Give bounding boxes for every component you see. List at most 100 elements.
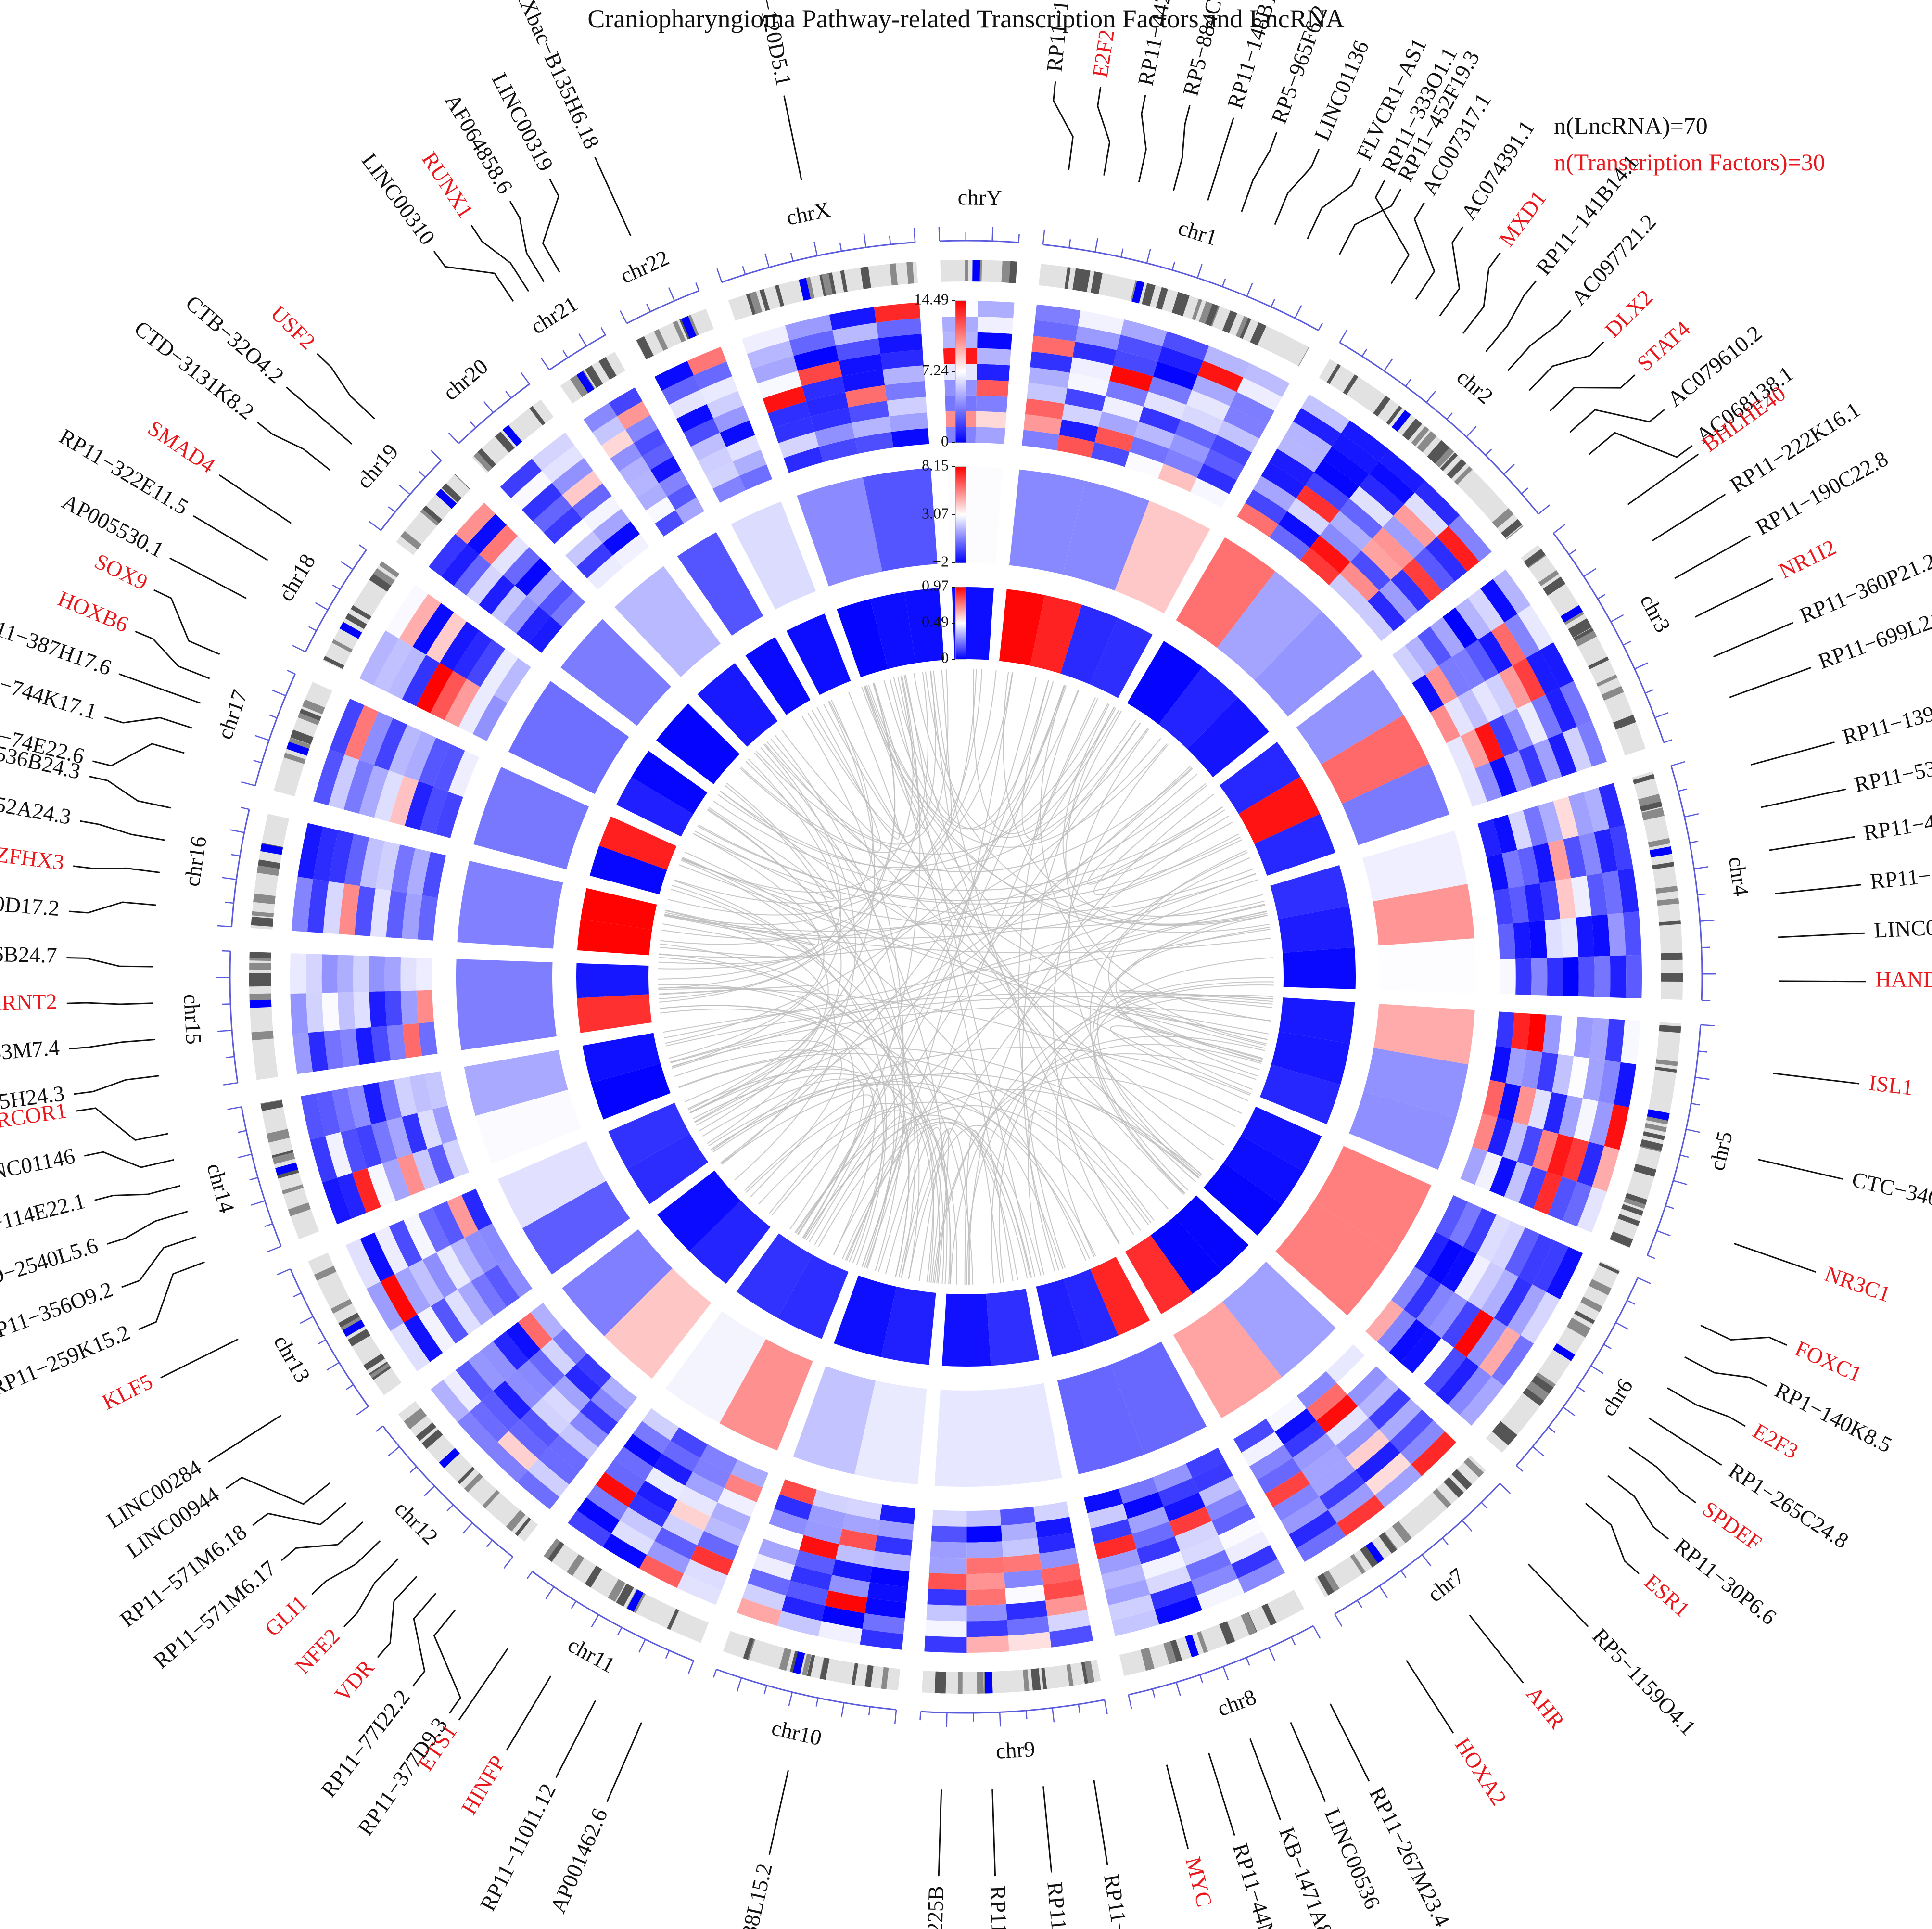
correlation-link — [671, 889, 910, 1277]
outer-heat-cell — [592, 509, 631, 544]
outer-heat-cell — [1441, 1247, 1477, 1292]
axis-tick — [1466, 426, 1477, 437]
label-connector — [1138, 95, 1147, 182]
axis-arc — [290, 1268, 369, 1407]
outer-heat-cell — [1416, 1284, 1454, 1329]
outer-heat-cell — [928, 1572, 967, 1590]
label-connector — [74, 1075, 159, 1095]
outer-heat-cell — [976, 411, 1006, 429]
axis-tick — [600, 327, 606, 335]
outer-heat-cell — [676, 404, 713, 433]
correlation-link — [1003, 671, 1265, 917]
axis-tick — [1684, 813, 1699, 818]
outer-heat-cell — [337, 1173, 367, 1219]
inner-heat-cell — [1223, 1135, 1304, 1205]
correlation-link — [661, 783, 1207, 940]
correlation-link — [913, 673, 1268, 926]
correlation-link — [658, 986, 821, 1113]
outer-heat-cell — [1001, 1522, 1038, 1542]
outer-heat-cell — [479, 524, 518, 565]
correlation-link — [1065, 706, 1271, 1022]
axis-tick — [763, 1685, 767, 1694]
outer-heat-cell — [1368, 590, 1406, 631]
outer-heat-cell — [661, 375, 700, 405]
outer-heat-cell — [774, 1494, 813, 1520]
axis-tick — [578, 333, 587, 346]
outer-heat-cell — [1379, 449, 1426, 493]
axis-tick — [1610, 614, 1624, 623]
outer-heat-cell — [783, 447, 823, 473]
correlation-link — [679, 864, 1263, 1060]
correlation-link — [898, 1128, 970, 1285]
cytoband — [1001, 260, 1010, 283]
outer-heat-cell — [587, 555, 623, 590]
lncrna-gene-label: RP5−1159O4.1 — [1588, 1623, 1701, 1740]
outer-heat-cell — [653, 1454, 693, 1486]
cytoband — [1411, 426, 1429, 447]
outer-heat-cell — [1592, 1146, 1620, 1192]
axis-tick — [1700, 920, 1715, 922]
outer-heat-cell — [480, 1341, 517, 1381]
outer-heat-cell — [1341, 420, 1389, 462]
outer-heat-cell — [1425, 537, 1467, 582]
axis-tick — [1196, 264, 1203, 279]
cytoband — [1633, 1163, 1657, 1177]
cytoband — [1624, 1198, 1646, 1209]
cytoband — [340, 1316, 363, 1333]
middle-heat-cell — [475, 1089, 581, 1164]
outer-heat-cell — [1191, 1564, 1238, 1596]
label-connector — [1779, 980, 1866, 983]
middle-heat-cell — [1363, 1048, 1469, 1118]
axis-tick — [1094, 238, 1099, 252]
outer-heat-cell — [394, 1076, 418, 1117]
outer-heat-cell — [359, 712, 393, 766]
middle-heat-cell — [560, 619, 671, 726]
outer-heat-cell — [1485, 673, 1517, 715]
tf-gene-label: RUNX1 — [417, 148, 478, 223]
outer-heat-cell — [1127, 1507, 1169, 1534]
cytoband — [807, 1655, 815, 1677]
outer-heat-cell — [1491, 622, 1526, 666]
outer-heat-cell — [1454, 1254, 1491, 1301]
outer-heat-cell — [572, 483, 612, 519]
correlation-link — [1093, 785, 1239, 895]
label-connector — [1667, 1387, 1746, 1427]
label-connector — [1172, 105, 1191, 191]
outer-heat-cell — [645, 1467, 685, 1500]
cytoband — [1589, 1279, 1612, 1295]
outer-heat-cell — [803, 1520, 842, 1545]
outer-heat-cell — [741, 325, 789, 354]
outer-heat-cell — [533, 495, 572, 533]
correlation-link — [692, 1073, 957, 1285]
label-connector — [458, 1648, 508, 1721]
label-connector — [1758, 1159, 1843, 1180]
outer-heat-cell — [1196, 1578, 1245, 1610]
inner-heat-cell — [656, 703, 740, 784]
outer-heat-cell — [1504, 1227, 1540, 1277]
axis-tick — [1462, 1520, 1473, 1532]
axis-tick — [894, 1709, 897, 1725]
cytoband — [1644, 1123, 1667, 1132]
outer-heat-cell — [1339, 562, 1379, 601]
outer-heat-cell — [360, 837, 385, 889]
outer-heat-cell — [359, 630, 399, 686]
axis-tick — [1597, 594, 1606, 600]
outer-heat-cell — [416, 990, 434, 1023]
axis-tick — [1665, 1205, 1674, 1209]
outer-heat-cell — [785, 315, 833, 341]
cytoband — [840, 270, 848, 293]
outer-heat-cell — [1532, 1240, 1569, 1292]
outer-heat-cell — [425, 1071, 448, 1110]
cytoband — [1080, 269, 1091, 292]
label-connector — [225, 1476, 330, 1505]
outer-heat-cell — [596, 1472, 637, 1507]
inner-heat-cell — [576, 963, 649, 998]
outer-heat-cell — [1391, 1266, 1428, 1310]
correlation-link — [664, 700, 874, 925]
outer-heat-cell — [779, 1479, 817, 1505]
axis-tick — [665, 1650, 670, 1659]
chromosome-chrY — [941, 300, 1015, 660]
outer-heat-cell — [1094, 427, 1134, 452]
outer-heat-cell — [1031, 335, 1076, 358]
